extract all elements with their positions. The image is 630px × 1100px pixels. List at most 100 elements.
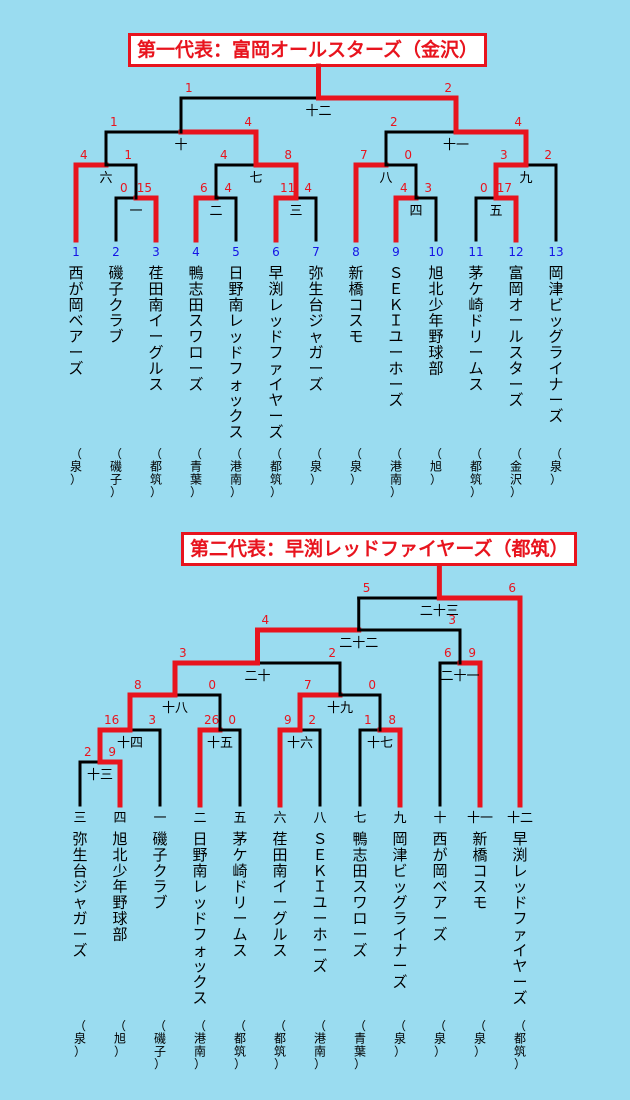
match-score-right: 3 bbox=[448, 613, 456, 627]
team-name: 弥生台ジャガーズ bbox=[72, 830, 87, 959]
match-number: 四 bbox=[409, 204, 422, 219]
match-score-right: 8 bbox=[284, 148, 292, 162]
team-name: 茅ケ崎ドリームス bbox=[232, 830, 247, 959]
team-name: 磯子クラブ bbox=[152, 830, 167, 912]
match-score-left: 4 bbox=[262, 613, 270, 627]
team-name: 岡津ビッグライナーズ bbox=[392, 830, 407, 991]
team-name: 磯子クラブ bbox=[108, 264, 123, 346]
match-score-right: 9 bbox=[108, 745, 116, 759]
team-name: 鴨志田スワローズ bbox=[352, 830, 367, 959]
match-number: 三 bbox=[289, 204, 302, 219]
match-score-left: 4 bbox=[400, 181, 408, 195]
match-score-left: 3 bbox=[500, 148, 508, 162]
team-seed: 5 bbox=[232, 245, 240, 259]
match-score-left: 3 bbox=[179, 646, 187, 660]
match-score-right: 0 bbox=[404, 148, 412, 162]
team-slot: 六 bbox=[273, 811, 286, 826]
match-score-right: 4 bbox=[514, 115, 522, 129]
match-score-left: 4 bbox=[220, 148, 228, 162]
team-name: 旭北少年野球部 bbox=[112, 830, 127, 943]
team-region: （磯子） bbox=[110, 447, 122, 499]
match-number: 十二 bbox=[305, 104, 331, 119]
team-slot: 一 bbox=[153, 811, 166, 826]
match-score-right: 0 bbox=[368, 678, 376, 692]
match-score-left: 7 bbox=[304, 678, 312, 692]
match-score-left: 16 bbox=[104, 713, 119, 727]
team-slot: 五 bbox=[233, 811, 246, 826]
match-number: 十四 bbox=[117, 736, 143, 751]
team-region: （泉） bbox=[394, 1019, 406, 1058]
team-name: 荏田南イーグルス bbox=[148, 264, 163, 393]
match-score-right: 15 bbox=[137, 181, 152, 195]
match-score-left: 8 bbox=[134, 678, 142, 692]
team-region: （泉） bbox=[74, 1019, 86, 1058]
team-slot: 八 bbox=[313, 811, 326, 826]
team-name: 早渕レッドファイヤーズ bbox=[268, 264, 283, 441]
match-number: 十五 bbox=[207, 736, 233, 751]
match-number: 二十二 bbox=[339, 636, 378, 651]
team-region: （泉） bbox=[434, 1019, 446, 1058]
team-name: 荏田南イーグルス bbox=[272, 830, 287, 959]
match-number: 五 bbox=[489, 204, 502, 219]
team-region: （泉） bbox=[350, 447, 362, 486]
match-score-right: 2 bbox=[444, 81, 452, 95]
team-name: 西が岡ベアーズ bbox=[432, 830, 447, 943]
team-region: （都筑） bbox=[470, 447, 482, 499]
team-slot: 三 bbox=[73, 811, 86, 826]
team-region: （泉） bbox=[550, 447, 562, 486]
match-score-left: 7 bbox=[360, 148, 368, 162]
team-name: 茅ケ崎ドリームス bbox=[468, 264, 483, 393]
match-number: 十七 bbox=[367, 736, 393, 751]
team-region: （泉） bbox=[310, 447, 322, 486]
match-score-left: 1 bbox=[364, 713, 372, 727]
match-score-right: 3 bbox=[424, 181, 432, 195]
match-number: 十三 bbox=[87, 768, 113, 783]
match-score-left: 0 bbox=[120, 181, 128, 195]
team-slot: 二 bbox=[193, 811, 206, 826]
team-region: （青葉） bbox=[190, 447, 202, 499]
team-seed: 2 bbox=[112, 245, 120, 259]
match-score-right: 8 bbox=[388, 713, 396, 727]
match-number: 九 bbox=[519, 171, 532, 186]
team-name: ＳＥＫＩユーホーズ bbox=[388, 264, 403, 409]
team-region: （青葉） bbox=[354, 1019, 366, 1071]
match-score-left: 1 bbox=[185, 81, 193, 95]
match-score-right: 1 bbox=[124, 148, 132, 162]
match-score-right: 9 bbox=[468, 646, 476, 660]
team-seed: 9 bbox=[392, 245, 400, 259]
match-score-right: 4 bbox=[304, 181, 312, 195]
team-slot: 十二 bbox=[507, 811, 533, 826]
match-number: 十 bbox=[174, 138, 187, 153]
team-seed: 8 bbox=[352, 245, 360, 259]
match-number: 十九 bbox=[327, 701, 353, 716]
team-name: 新橋コスモ bbox=[348, 264, 363, 346]
match-number: 十八 bbox=[162, 701, 188, 716]
match-score-right: 2 bbox=[544, 148, 552, 162]
team-seed: 12 bbox=[508, 245, 523, 259]
team-name: 岡津ビッグライナーズ bbox=[548, 264, 563, 425]
match-score-right: 4 bbox=[244, 115, 252, 129]
match-number: 二 bbox=[209, 204, 222, 219]
team-region: （港南） bbox=[194, 1019, 206, 1071]
match-score-left: 6 bbox=[200, 181, 208, 195]
match-number: 八 bbox=[379, 171, 392, 186]
team-region: （旭） bbox=[114, 1019, 126, 1058]
team-region: （都筑） bbox=[514, 1019, 526, 1071]
match-score-left: 1 bbox=[110, 115, 118, 129]
team-region: （港南） bbox=[390, 447, 402, 499]
match-number: 二十三 bbox=[420, 604, 459, 619]
team-seed: 13 bbox=[548, 245, 563, 259]
team-region: （泉） bbox=[474, 1019, 486, 1058]
team-slot: 十 bbox=[433, 811, 446, 826]
team-name: 新橋コスモ bbox=[472, 830, 487, 912]
match-score-left: 26 bbox=[204, 713, 219, 727]
team-name: 旭北少年野球部 bbox=[428, 264, 443, 377]
team-slot: 九 bbox=[393, 811, 406, 826]
team-name: ＳＥＫＩユーホーズ bbox=[312, 830, 327, 975]
match-score-right: 2 bbox=[328, 646, 336, 660]
team-slot: 四 bbox=[113, 811, 126, 826]
team-region: （都筑） bbox=[234, 1019, 246, 1071]
team-slot: 十一 bbox=[467, 811, 493, 826]
match-number: 二十 bbox=[244, 669, 270, 684]
